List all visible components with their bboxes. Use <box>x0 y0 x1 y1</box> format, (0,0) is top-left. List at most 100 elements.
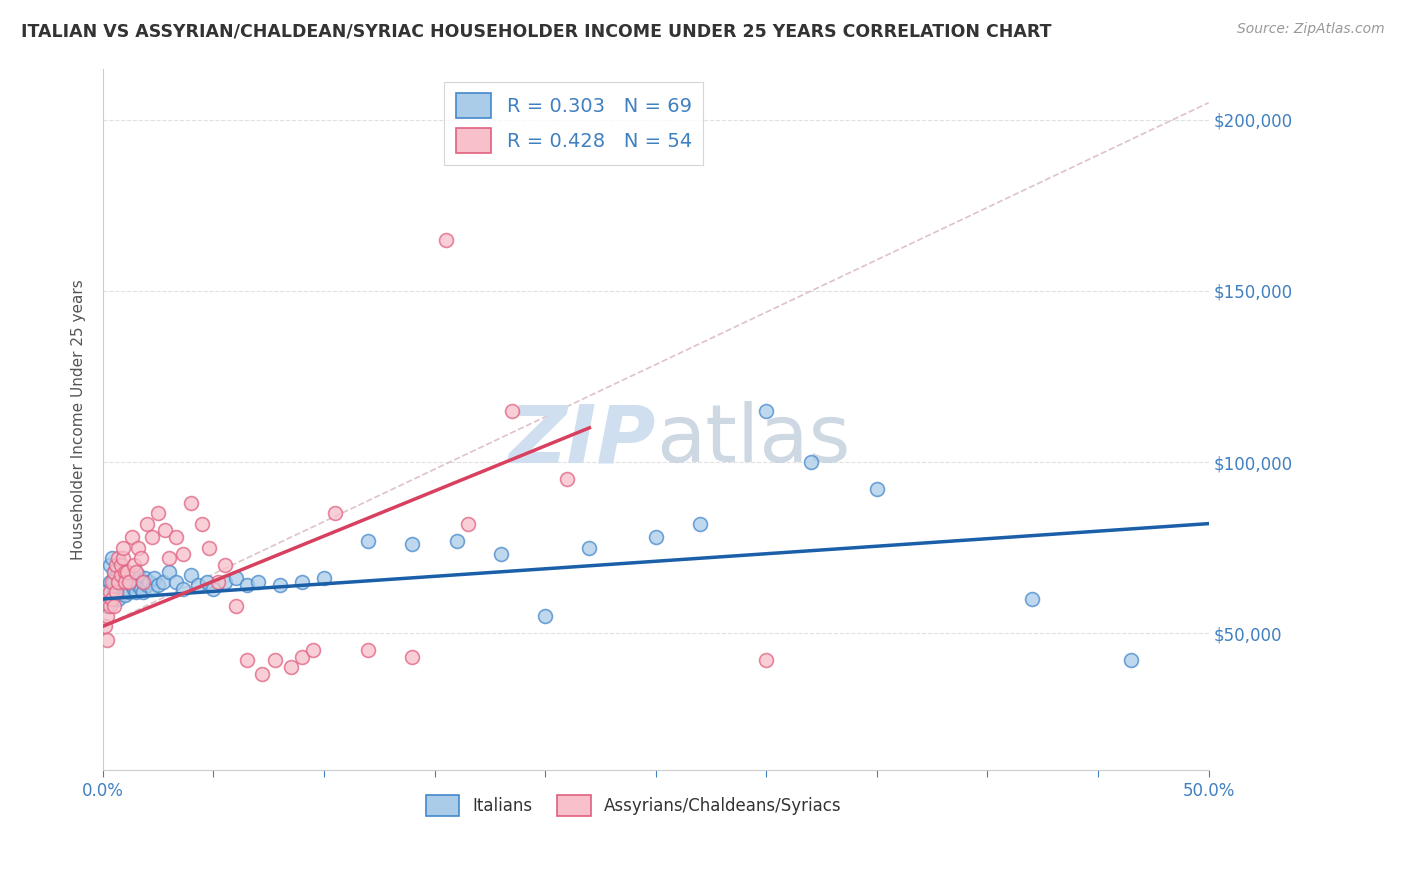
Point <box>127 578 149 592</box>
Text: ZIP: ZIP <box>509 401 655 479</box>
Point <box>105 568 128 582</box>
Point <box>115 565 138 579</box>
Point <box>127 541 149 555</box>
Point <box>534 609 557 624</box>
Point <box>96 599 118 613</box>
Point <box>105 582 128 596</box>
Point <box>96 632 118 647</box>
Point <box>125 574 148 589</box>
Point <box>142 571 165 585</box>
Point <box>501 403 523 417</box>
Point <box>555 472 578 486</box>
Point <box>312 571 335 585</box>
Point <box>94 585 117 599</box>
Point <box>235 578 257 592</box>
Point <box>107 574 129 589</box>
Point <box>357 533 380 548</box>
Point <box>114 589 136 603</box>
Point <box>132 585 155 599</box>
Point <box>141 530 163 544</box>
Point <box>100 591 122 606</box>
Point <box>153 524 176 538</box>
Point <box>250 667 273 681</box>
Point <box>799 455 821 469</box>
Point <box>105 585 128 599</box>
Point <box>110 558 132 572</box>
Point <box>103 565 125 579</box>
Point <box>198 541 221 555</box>
Point <box>129 550 152 565</box>
Point <box>152 574 174 589</box>
Point <box>207 574 229 589</box>
Point <box>103 585 125 599</box>
Point <box>98 599 121 613</box>
Point <box>110 568 132 582</box>
Point <box>105 558 128 572</box>
Y-axis label: Householder Income Under 25 years: Householder Income Under 25 years <box>72 279 86 559</box>
Point <box>172 548 194 562</box>
Point <box>110 574 132 589</box>
Point <box>107 591 129 606</box>
Point <box>401 537 423 551</box>
Point <box>434 233 457 247</box>
Point <box>195 574 218 589</box>
Point <box>302 643 325 657</box>
Point <box>110 585 132 599</box>
Point <box>118 585 141 599</box>
Point <box>180 496 202 510</box>
Point <box>121 568 143 582</box>
Point <box>114 578 136 592</box>
Point <box>165 574 187 589</box>
Point <box>269 578 291 592</box>
Point <box>96 609 118 624</box>
Point <box>291 650 314 665</box>
Text: atlas: atlas <box>655 401 851 479</box>
Point <box>107 574 129 589</box>
Point <box>136 578 159 592</box>
Point <box>457 516 479 531</box>
Point <box>103 574 125 589</box>
Point <box>111 568 134 582</box>
Legend: Italians, Assyrians/Chaldeans/Syriacs: Italians, Assyrians/Chaldeans/Syriacs <box>418 787 851 825</box>
Point <box>644 530 666 544</box>
Point <box>134 571 156 585</box>
Point <box>94 619 117 633</box>
Point <box>214 574 236 589</box>
Point <box>401 650 423 665</box>
Point <box>191 516 214 531</box>
Point <box>246 574 269 589</box>
Point <box>107 550 129 565</box>
Point <box>115 582 138 596</box>
Point <box>98 558 121 572</box>
Point <box>165 530 187 544</box>
Point <box>141 582 163 596</box>
Point <box>291 574 314 589</box>
Point <box>264 653 287 667</box>
Point <box>446 533 468 548</box>
Point <box>214 558 236 572</box>
Point <box>125 585 148 599</box>
Point <box>689 516 711 531</box>
Point <box>235 653 257 667</box>
Point <box>111 541 134 555</box>
Point <box>202 582 225 596</box>
Point <box>357 643 380 657</box>
Point <box>121 578 143 592</box>
Text: ITALIAN VS ASSYRIAN/CHALDEAN/SYRIAC HOUSEHOLDER INCOME UNDER 25 YEARS CORRELATIO: ITALIAN VS ASSYRIAN/CHALDEAN/SYRIAC HOUS… <box>21 22 1052 40</box>
Point <box>225 571 247 585</box>
Point <box>127 568 149 582</box>
Point <box>98 574 121 589</box>
Point <box>1121 653 1143 667</box>
Point <box>103 565 125 579</box>
Point <box>148 507 170 521</box>
Point <box>132 574 155 589</box>
Point <box>180 568 202 582</box>
Point <box>225 599 247 613</box>
Point <box>148 578 170 592</box>
Point <box>122 582 145 596</box>
Point <box>280 660 302 674</box>
Point <box>578 541 600 555</box>
Point <box>138 574 160 589</box>
Point <box>1021 591 1043 606</box>
Point <box>129 582 152 596</box>
